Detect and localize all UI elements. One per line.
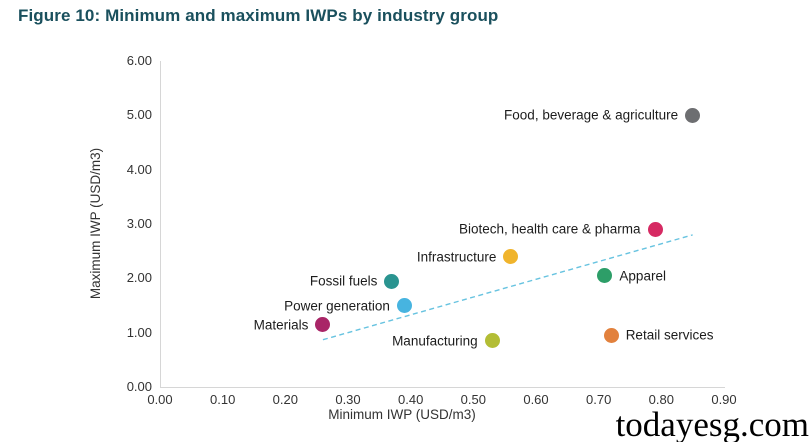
y-tick-label: 3.00 bbox=[126, 216, 152, 231]
x-tick-label: 0.60 bbox=[523, 392, 549, 407]
scatter-point-fossil-fuels: Fossil fuels bbox=[310, 273, 400, 289]
point-label: Fossil fuels bbox=[309, 273, 378, 289]
y-tick-label: 4.00 bbox=[126, 161, 152, 177]
scatter-point-apparel: Apparel bbox=[597, 268, 666, 284]
y-tick-label: 1.00 bbox=[126, 324, 152, 340]
x-tick-label: 0.90 bbox=[711, 392, 737, 407]
point-label: Manufacturing bbox=[392, 333, 478, 349]
scatter-point-infrastructure: Infrastructure bbox=[417, 249, 519, 265]
y-tick-label: 2.00 bbox=[126, 270, 152, 286]
x-tick-label: 0.30 bbox=[335, 392, 361, 407]
point-label: Food, beverage & agriculture bbox=[504, 107, 679, 123]
watermark: todayesg.com bbox=[615, 405, 809, 442]
x-tick-label: 0.80 bbox=[648, 392, 674, 407]
plot-area bbox=[160, 61, 725, 388]
x-tick-label: 0.50 bbox=[460, 392, 486, 407]
scatter-point-power-generation: Power generation bbox=[284, 298, 412, 313]
x-tick-label: 0.00 bbox=[147, 392, 173, 407]
point-label: Retail services bbox=[625, 327, 714, 343]
scatter-point-food-beverage-agriculture: Food, beverage & agriculture bbox=[504, 107, 701, 123]
scatter-point-retail-services: Retail services bbox=[603, 327, 713, 343]
x-tick-label: 0.70 bbox=[586, 392, 612, 407]
x-tick-label: 0.10 bbox=[210, 392, 236, 407]
point-label: Apparel bbox=[619, 268, 666, 284]
y-axis-title: Maximum IWP (USD/m3) bbox=[88, 147, 104, 300]
scatter-point-materials: Materials bbox=[254, 317, 331, 333]
chart-title: Figure 10: Minimum and maximum IWPs by i… bbox=[18, 6, 499, 25]
scatter-point-manufacturing: Manufacturing bbox=[392, 333, 500, 349]
point-label: Biotech, health care & pharma bbox=[458, 221, 641, 237]
point-label: Infrastructure bbox=[416, 249, 497, 265]
y-tick-label: 6.00 bbox=[126, 53, 152, 68]
point-label: Power generation bbox=[284, 298, 390, 313]
y-tick-label: 5.00 bbox=[126, 107, 152, 123]
x-axis-title: Minimum IWP (USD/m3) bbox=[328, 407, 476, 422]
x-tick-label: 0.20 bbox=[272, 392, 298, 407]
point-label: Materials bbox=[253, 317, 309, 333]
y-tick-label: 0.00 bbox=[126, 379, 152, 394]
x-tick-label: 0.40 bbox=[398, 392, 424, 407]
scatter-point-biotech-health-care-pharma: Biotech, health care & pharma bbox=[459, 221, 663, 237]
